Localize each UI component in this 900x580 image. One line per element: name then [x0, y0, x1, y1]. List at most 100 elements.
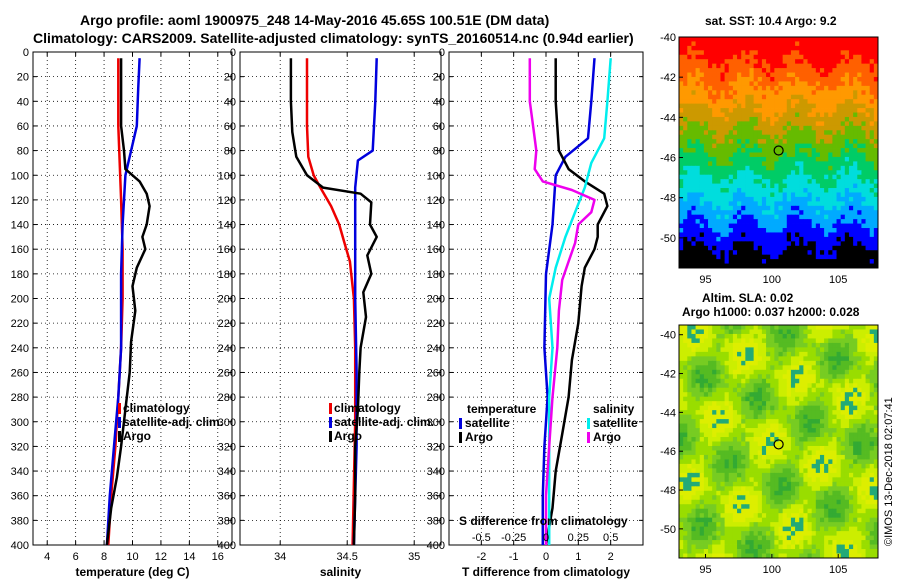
heatmap-cell — [716, 236, 721, 242]
heatmap-cell — [679, 423, 684, 429]
heatmap-cell — [753, 263, 759, 269]
heatmap-cell — [828, 486, 833, 492]
heatmap-cell — [695, 387, 701, 393]
heatmap-cell — [757, 472, 763, 478]
heatmap-cell — [724, 170, 730, 176]
heatmap-cell — [737, 170, 742, 176]
heatmap-cell — [848, 90, 854, 96]
heatmap-cell — [799, 499, 804, 505]
heatmap-cell — [828, 347, 833, 353]
heatmap-cell — [745, 445, 750, 451]
heatmap-cell — [857, 192, 862, 198]
heatmap-cell — [683, 459, 688, 465]
heatmap-cell — [745, 108, 750, 113]
heatmap-cell — [861, 369, 866, 375]
y-tick-label-salinity: 240 — [218, 343, 236, 355]
heatmap-cell — [770, 205, 775, 211]
heatmap-cell — [724, 214, 730, 220]
heatmap-cell — [687, 196, 692, 202]
heatmap-cell — [728, 486, 734, 492]
heatmap-cell — [869, 396, 875, 402]
heatmap-cell — [807, 232, 813, 238]
heatmap-cell — [687, 468, 692, 474]
heatmap-cell — [782, 490, 788, 496]
heatmap-cell — [799, 254, 804, 260]
heatmap-cell — [836, 419, 842, 424]
heatmap-cell — [728, 134, 734, 140]
heatmap-cell — [691, 459, 696, 465]
heatmap-cell — [853, 103, 858, 109]
heatmap-cell — [778, 183, 784, 189]
heatmap-cell — [732, 37, 738, 42]
heatmap-cell — [724, 59, 730, 65]
heatmap-cell — [836, 196, 842, 202]
heatmap-cell — [815, 333, 821, 339]
heatmap-cell — [778, 174, 784, 180]
heatmap-cell — [807, 504, 813, 510]
heatmap-cell — [761, 454, 767, 460]
heatmap-cell — [869, 329, 875, 335]
heatmap-cell — [807, 134, 813, 140]
heatmap-cell — [724, 236, 730, 242]
heatmap-cell — [848, 342, 854, 348]
heatmap-cell — [819, 108, 825, 113]
heatmap-cell — [766, 108, 771, 113]
heatmap-cell — [795, 374, 800, 380]
heatmap-cell — [795, 392, 800, 398]
heatmap-cell — [807, 121, 813, 127]
heatmap-cell — [774, 396, 779, 402]
heatmap-cell — [836, 513, 842, 519]
heatmap-cell — [695, 374, 701, 380]
heatmap-cell — [770, 356, 775, 362]
heatmap-cell — [853, 504, 858, 510]
heatmap-cell — [741, 192, 746, 198]
heatmap-cell — [778, 188, 784, 193]
heatmap-cell — [778, 201, 784, 207]
heatmap-cell — [848, 134, 854, 140]
heatmap-cell — [844, 517, 850, 523]
heatmap-cell — [703, 508, 709, 514]
heatmap-cell — [815, 369, 821, 375]
heatmap-cell — [774, 196, 779, 202]
heatmap-cell — [761, 383, 767, 389]
heatmap-cell — [795, 81, 800, 87]
heatmap-cell — [745, 236, 750, 242]
heatmap-cell — [782, 468, 788, 474]
heatmap-cell — [857, 236, 862, 242]
heatmap-cell — [803, 472, 808, 478]
heatmap-cell — [770, 477, 775, 483]
heatmap-cell — [770, 495, 775, 501]
heatmap-cell — [679, 143, 684, 149]
heatmap-cell — [720, 241, 726, 247]
heatmap-cell — [799, 232, 804, 238]
heatmap-cell — [691, 365, 696, 371]
heatmap-cell — [774, 99, 779, 105]
heatmap-cell — [815, 481, 821, 487]
heatmap-cell — [732, 50, 738, 56]
heatmap-cell — [807, 369, 813, 375]
heatmap-cell — [724, 156, 730, 162]
heatmap-cell — [844, 156, 850, 162]
heatmap-cell — [840, 241, 846, 247]
heatmap-cell — [770, 365, 775, 371]
heatmap-cell — [741, 241, 746, 247]
heatmap-cell — [857, 263, 862, 269]
heatmap-cell — [753, 338, 759, 344]
heatmap-cell — [708, 245, 713, 251]
heatmap-cell — [749, 428, 755, 433]
heatmap-cell — [741, 130, 746, 136]
heatmap-cell — [766, 59, 771, 65]
heatmap-cell — [699, 504, 705, 510]
heatmap-cell — [774, 94, 779, 100]
heatmap-cell — [724, 401, 730, 407]
heatmap-cell — [699, 342, 705, 348]
heatmap-cell — [848, 210, 854, 216]
heatmap-cell — [695, 517, 701, 523]
heatmap-cell — [853, 112, 858, 118]
heatmap-cell — [687, 365, 692, 371]
heatmap-cell — [683, 121, 688, 127]
y-tick-label-difference: 120 — [427, 195, 445, 207]
heatmap-cell — [720, 432, 726, 438]
heatmap-cell — [807, 342, 813, 348]
heatmap-cell — [757, 401, 763, 407]
